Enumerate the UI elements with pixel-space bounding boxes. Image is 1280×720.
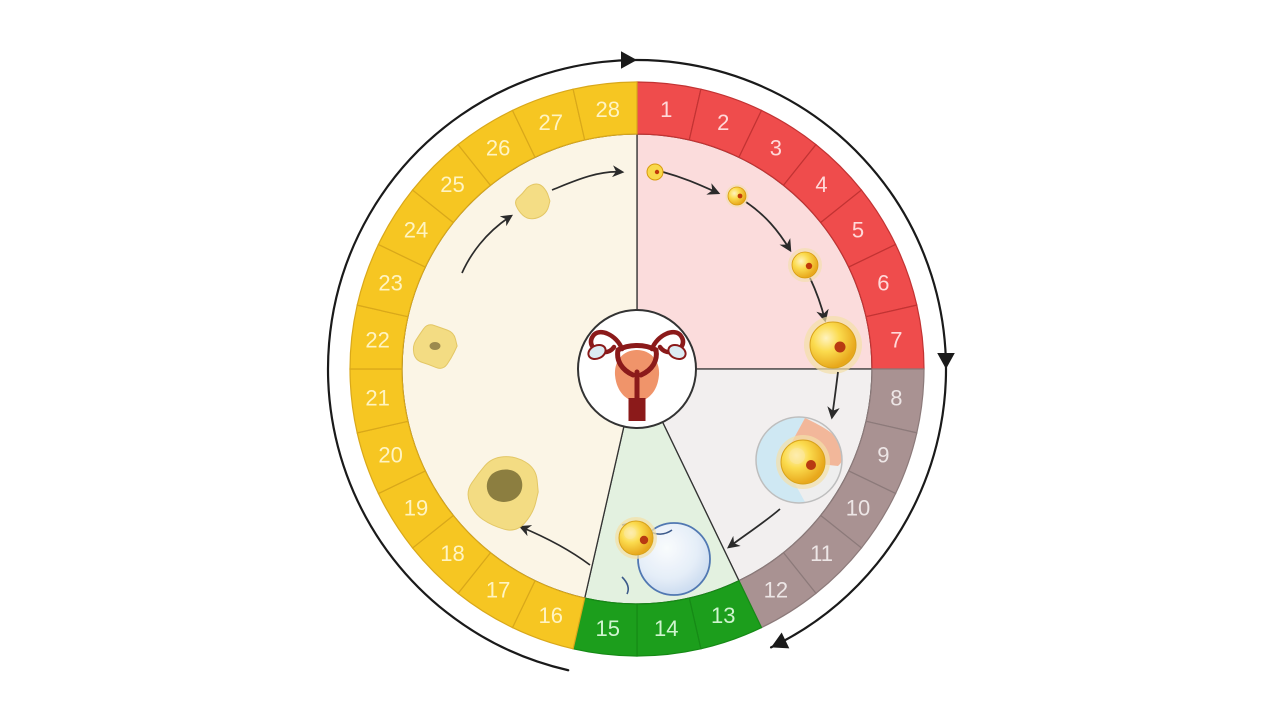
svg-text:21: 21 <box>365 386 389 411</box>
svg-text:13: 13 <box>711 603 735 628</box>
svg-text:23: 23 <box>378 270 402 295</box>
svg-text:16: 16 <box>539 603 563 628</box>
svg-text:11: 11 <box>810 541 833 566</box>
svg-text:25: 25 <box>440 172 464 197</box>
svg-text:27: 27 <box>539 110 563 135</box>
svg-text:26: 26 <box>486 136 510 161</box>
svg-text:18: 18 <box>440 541 464 566</box>
svg-text:12: 12 <box>764 578 788 603</box>
svg-text:14: 14 <box>654 616 678 641</box>
svg-text:22: 22 <box>365 327 389 352</box>
svg-text:10: 10 <box>846 495 870 520</box>
svg-text:2: 2 <box>717 110 729 135</box>
svg-text:28: 28 <box>596 97 620 122</box>
svg-text:5: 5 <box>852 218 864 243</box>
svg-text:19: 19 <box>404 495 428 520</box>
svg-text:20: 20 <box>378 443 402 468</box>
svg-text:8: 8 <box>890 386 902 411</box>
svg-text:4: 4 <box>815 172 827 197</box>
svg-text:9: 9 <box>877 443 889 468</box>
svg-text:15: 15 <box>596 616 620 641</box>
svg-text:1: 1 <box>660 97 672 122</box>
svg-text:6: 6 <box>877 270 889 295</box>
svg-text:17: 17 <box>486 578 510 603</box>
svg-text:3: 3 <box>770 136 782 161</box>
svg-text:7: 7 <box>890 327 902 352</box>
svg-text:24: 24 <box>404 218 428 243</box>
